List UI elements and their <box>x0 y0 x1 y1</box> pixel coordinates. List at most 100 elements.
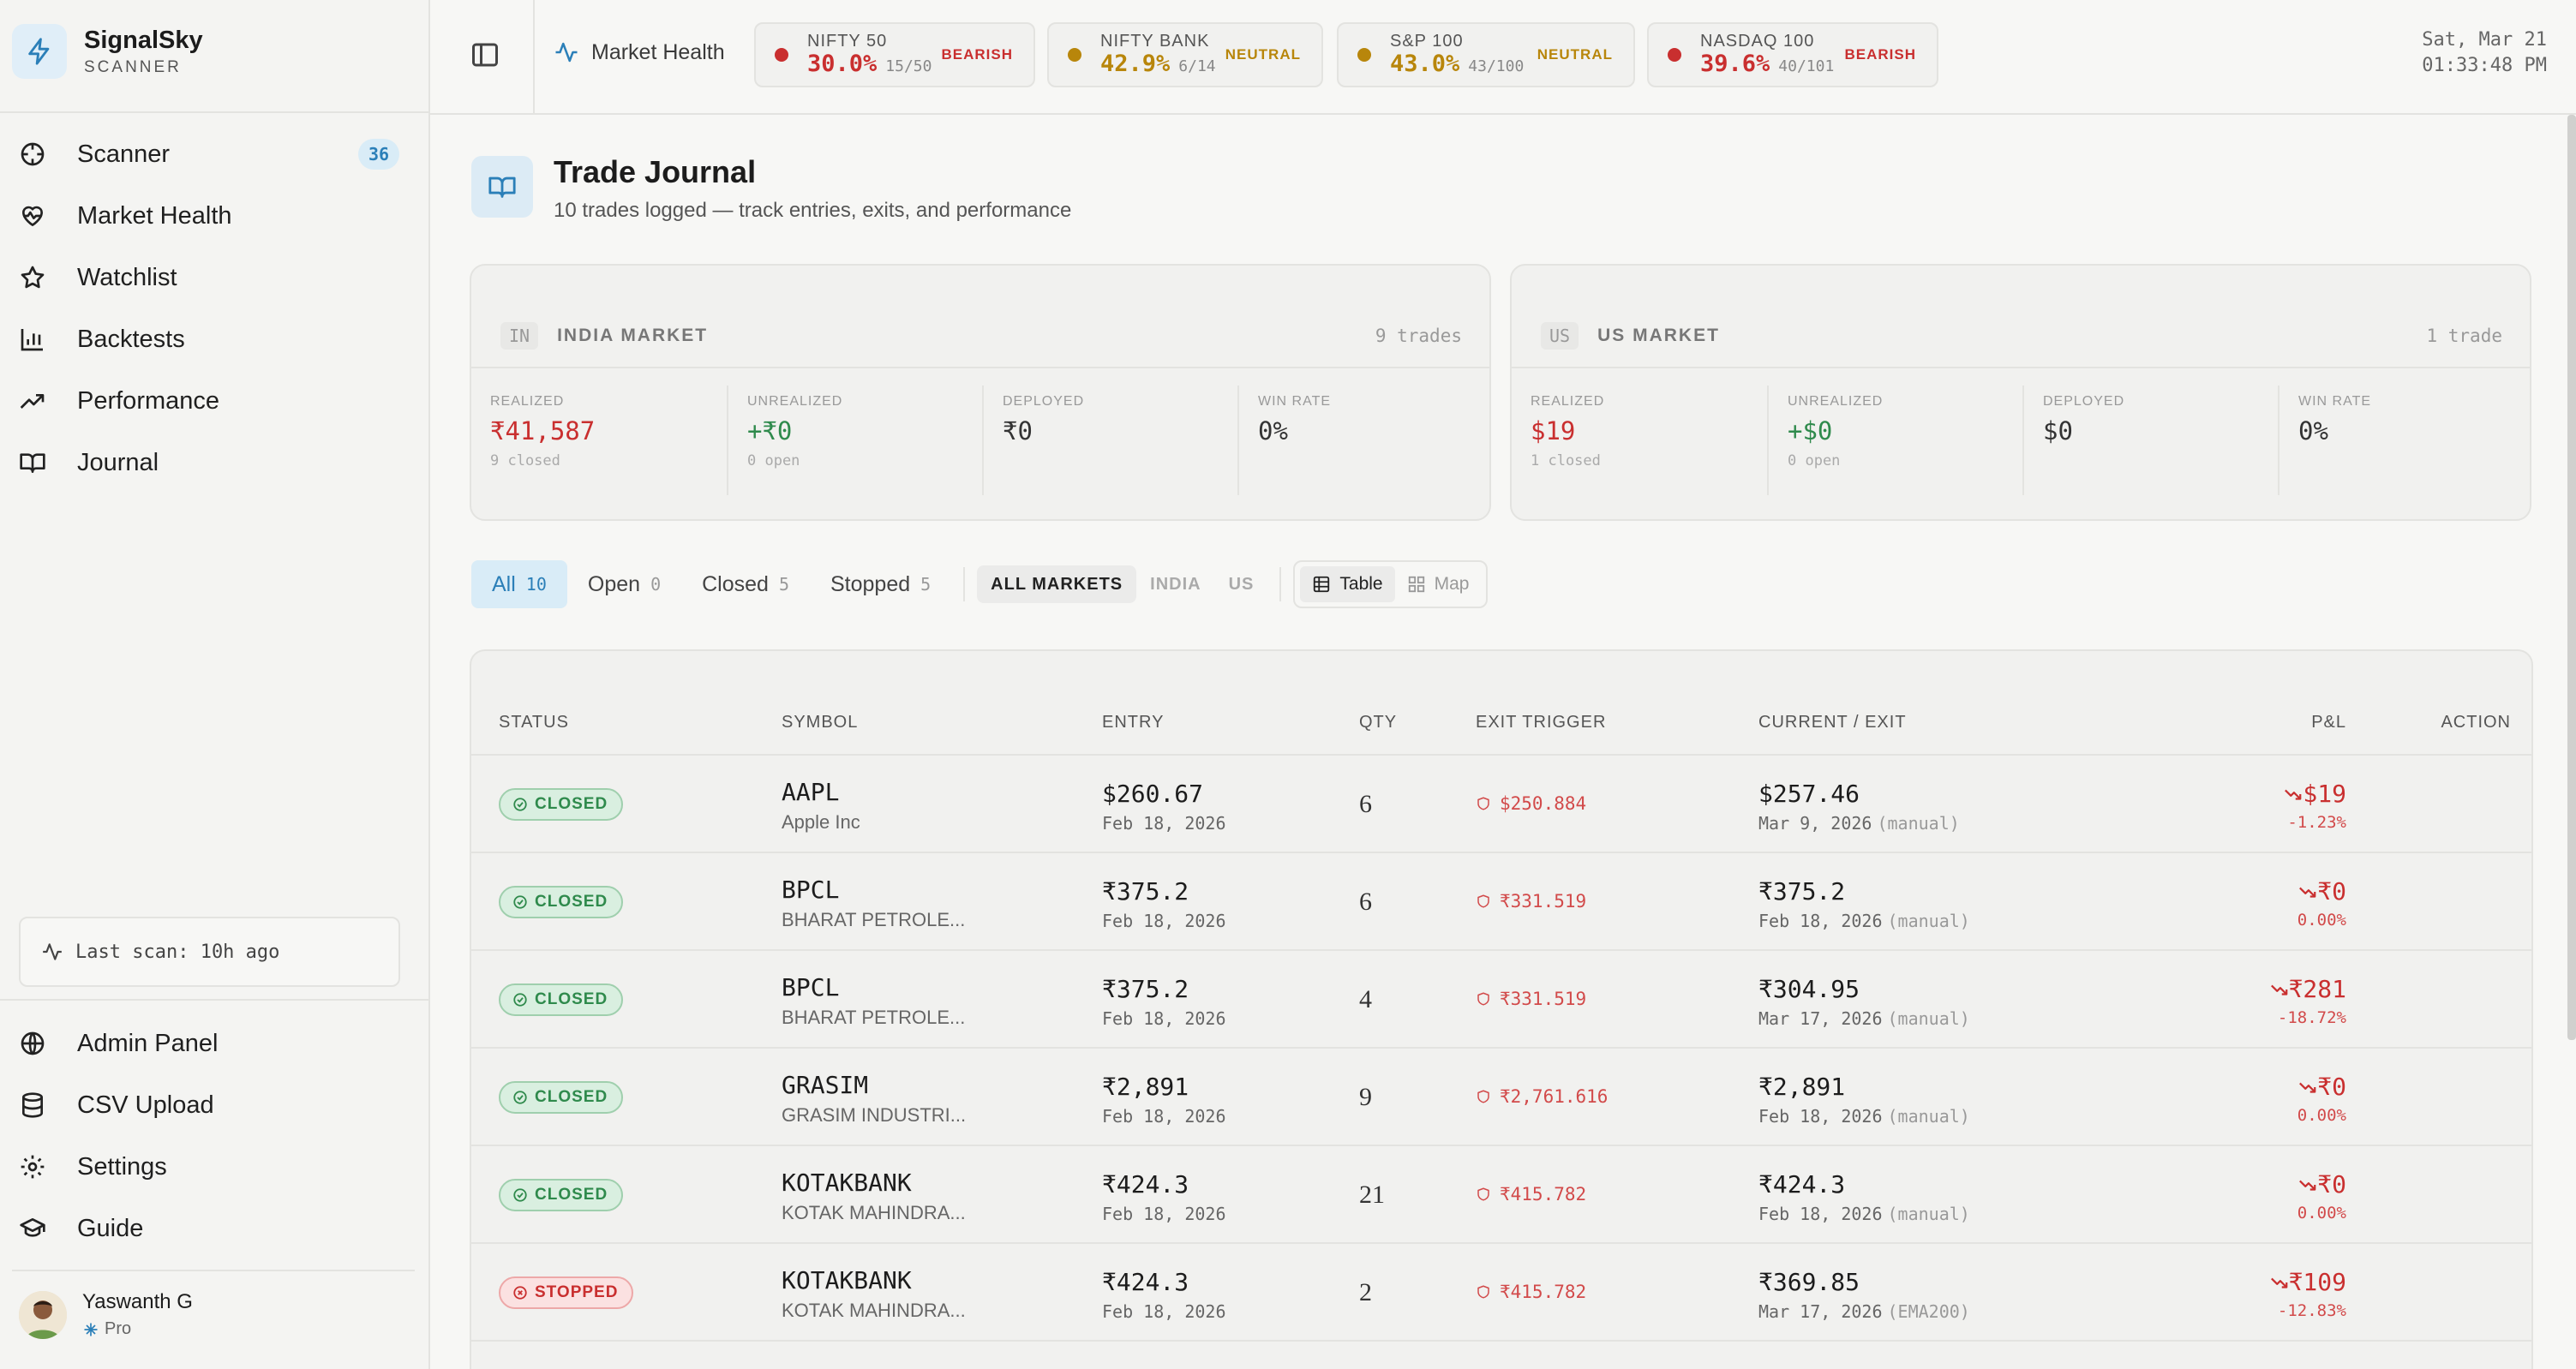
user-profile[interactable]: Yaswanth G Pro <box>19 1290 193 1339</box>
nav-item-scanner[interactable]: Scanner 36 <box>0 123 428 185</box>
column-header[interactable]: STATUS <box>499 713 569 732</box>
exit-note: (manual) <box>1887 1204 1970 1224</box>
column-header: ACTION <box>2441 713 2511 732</box>
entry-cell: ₹375.2 Feb 18, 2026 <box>1102 877 1226 931</box>
activity-icon <box>41 941 63 963</box>
index-card-sp-100[interactable]: S&P 100 43.0% 43/100 NEUTRAL <box>1337 22 1635 87</box>
entry-date: Feb 18, 2026 <box>1102 1106 1226 1127</box>
table-row[interactable]: CLOSED GRASIM GRASIM INDUSTRI... ₹2,891 Feb … <box>471 1049 2531 1146</box>
nav-label: Market Health <box>77 201 232 230</box>
stat-value: ₹0 <box>1003 416 1033 445</box>
stat-value: $19 <box>1531 416 1576 445</box>
column-header[interactable]: ENTRY <box>1102 713 1165 732</box>
symbol-cell[interactable]: KOTAKBANK KOTAK MAHINDRA... <box>782 1169 966 1224</box>
symbol-cell[interactable]: KOTAKBANK KOTAK MAHINDRA... <box>782 1266 966 1322</box>
table-row[interactable]: CLOSED BPCL BHARAT PETROLE... ₹375.2 Feb 18,… <box>471 951 2531 1049</box>
status-text: CLOSED <box>535 990 608 1008</box>
exit-trigger-price: ₹331.519 <box>1500 989 1587 1009</box>
stat-realized: REALIZED ₹41,587 9 closed <box>471 386 727 495</box>
nav-item-csv-upload[interactable]: CSV Upload <box>0 1074 428 1136</box>
table-row[interactable]: CLOSED AAPL Apple Inc $260.67 Feb 18, 2026 6 $… <box>471 756 2531 853</box>
table-row[interactable]: STOPPED KOTAKBANK KOTAK MAHINDRA... ₹424.3 F… <box>471 1244 2531 1342</box>
page-scrollbar[interactable] <box>2567 115 2576 1040</box>
symbol-cell[interactable]: AAPL Apple Inc <box>782 778 860 834</box>
status-text: CLOSED <box>535 893 608 911</box>
filter-all[interactable]: All 10 <box>471 560 567 608</box>
index-sentiment: NEUTRAL <box>1537 46 1613 63</box>
sparkle-icon <box>84 1323 98 1336</box>
view-table-button[interactable]: Table <box>1300 566 1395 602</box>
nav-item-guide[interactable]: Guide <box>0 1198 428 1259</box>
market-health-link[interactable]: Market Health <box>554 39 725 65</box>
symbol-name: GRASIM INDUSTRI... <box>782 1104 967 1126</box>
symbol-cell[interactable]: BPCL BHARAT PETROLE... <box>782 973 965 1029</box>
current-exit-cell: ₹424.3 Feb 18, 2026 (manual) <box>1758 1170 1970 1224</box>
exit-date: Feb 18, 2026 <box>1758 1106 1883 1127</box>
index-card-nifty-bank[interactable]: NIFTY BANK 42.9% 6/14 NEUTRAL <box>1047 22 1323 87</box>
bottom-nav: Admin Panel CSV Upload Settings Guide <box>0 1013 428 1259</box>
current-exit-cell: ₹2,891 Feb 18, 2026 (manual) <box>1758 1073 1970 1127</box>
column-header[interactable]: SYMBOL <box>782 713 859 732</box>
stat-label: REALIZED <box>490 394 565 409</box>
status-text: STOPPED <box>535 1283 619 1301</box>
nav-item-settings[interactable]: Settings <box>0 1136 428 1198</box>
stat-win-rate: WIN RATE 0% <box>2278 386 2530 495</box>
column-header[interactable]: CURRENT / EXIT <box>1758 713 1907 732</box>
symbol-ticker: KOTAKBANK <box>782 1266 912 1294</box>
column-header[interactable]: QTY <box>1359 713 1398 732</box>
index-name: NIFTY BANK <box>1100 32 1210 51</box>
symbol-cell[interactable]: GRASIM GRASIM INDUSTRI... <box>782 1071 966 1127</box>
brand[interactable]: SignalSky SCANNER <box>12 24 203 79</box>
check-circle-icon <box>512 1187 528 1203</box>
exit-trigger-cell: ₹415.782 <box>1476 1282 1586 1302</box>
stat-value: 0% <box>2298 416 2328 445</box>
index-card-nifty-50[interactable]: NIFTY 50 30.0% 15/50 BEARISH <box>754 22 1035 87</box>
view-map-button[interactable]: Map <box>1395 566 1482 602</box>
nav-item-performance[interactable]: Performance <box>0 370 428 432</box>
stat-label: UNREALIZED <box>747 394 843 409</box>
shield-icon <box>1476 1284 1491 1300</box>
exit-date: Feb 18, 2026 <box>1758 911 1883 931</box>
status-badge: CLOSED <box>499 1179 624 1211</box>
table-row[interactable]: CLOSED KOTAKBANK KOTAK MAHINDRA... ₹424.3 Fe… <box>471 1146 2531 1244</box>
market-filter-india[interactable]: INDIA <box>1150 574 1201 594</box>
symbol-name: Apple Inc <box>782 811 860 833</box>
symbol-name: BHARAT PETROLE... <box>782 1007 966 1028</box>
sidebar-toggle-icon[interactable] <box>470 39 500 70</box>
column-header[interactable]: P&L <box>2311 713 2346 732</box>
filter-stopped[interactable]: Stopped 5 <box>810 560 951 608</box>
column-header[interactable]: EXIT TRIGGER <box>1476 713 1607 732</box>
nav-item-watchlist[interactable]: Watchlist <box>0 247 428 308</box>
stat-label: WIN RATE <box>1258 394 1332 409</box>
entry-date: Feb 18, 2026 <box>1102 911 1226 931</box>
market-code: US <box>1541 322 1579 350</box>
trending-down-icon <box>2298 1175 2317 1194</box>
check-circle-icon <box>512 992 528 1007</box>
trending-up-icon <box>17 386 48 416</box>
stat-sub: 0 open <box>1788 452 1841 469</box>
quantity: 4 <box>1359 985 1372 1013</box>
market-filter-all[interactable]: ALL MARKETS <box>977 565 1137 603</box>
header-divider <box>471 754 2531 756</box>
nav-item-market-health[interactable]: Market Health <box>0 185 428 247</box>
pnl-cell: ₹0 0.00% <box>2297 1073 2346 1125</box>
nav-item-admin-panel[interactable]: Admin Panel <box>0 1013 428 1074</box>
stat-value: +₹0 <box>747 416 793 445</box>
filter-open[interactable]: Open 0 <box>567 560 681 608</box>
stat-label: DEPLOYED <box>2043 394 2125 409</box>
index-card-nasdaq-100[interactable]: NASDAQ 100 39.6% 40/101 BEARISH <box>1647 22 1938 87</box>
nav-item-backtests[interactable]: Backtests <box>0 308 428 370</box>
filter-closed[interactable]: Closed 5 <box>681 560 810 608</box>
exit-trigger-cell: $250.884 <box>1476 793 1586 814</box>
entry-date: Feb 18, 2026 <box>1102 813 1226 834</box>
table-row[interactable]: CLOSED BPCL BHARAT PETROLE... ₹375.2 Feb 18,… <box>471 853 2531 951</box>
symbol-cell[interactable]: BPCL BHARAT PETROLE... <box>782 876 965 931</box>
view-label: Table <box>1339 574 1383 594</box>
index-fraction: 15/50 <box>885 57 932 75</box>
trades-table: STATUS SYMBOL ENTRY QTY EXIT TRIGGER CUR… <box>470 649 2533 1369</box>
market-filter-us[interactable]: US <box>1228 574 1255 594</box>
nav-item-journal[interactable]: Journal <box>0 432 428 493</box>
brand-name: SignalSky <box>84 27 203 54</box>
entry-price: ₹424.3 <box>1102 1268 1189 1296</box>
exit-trigger-price: ₹2,761.616 <box>1500 1086 1609 1107</box>
